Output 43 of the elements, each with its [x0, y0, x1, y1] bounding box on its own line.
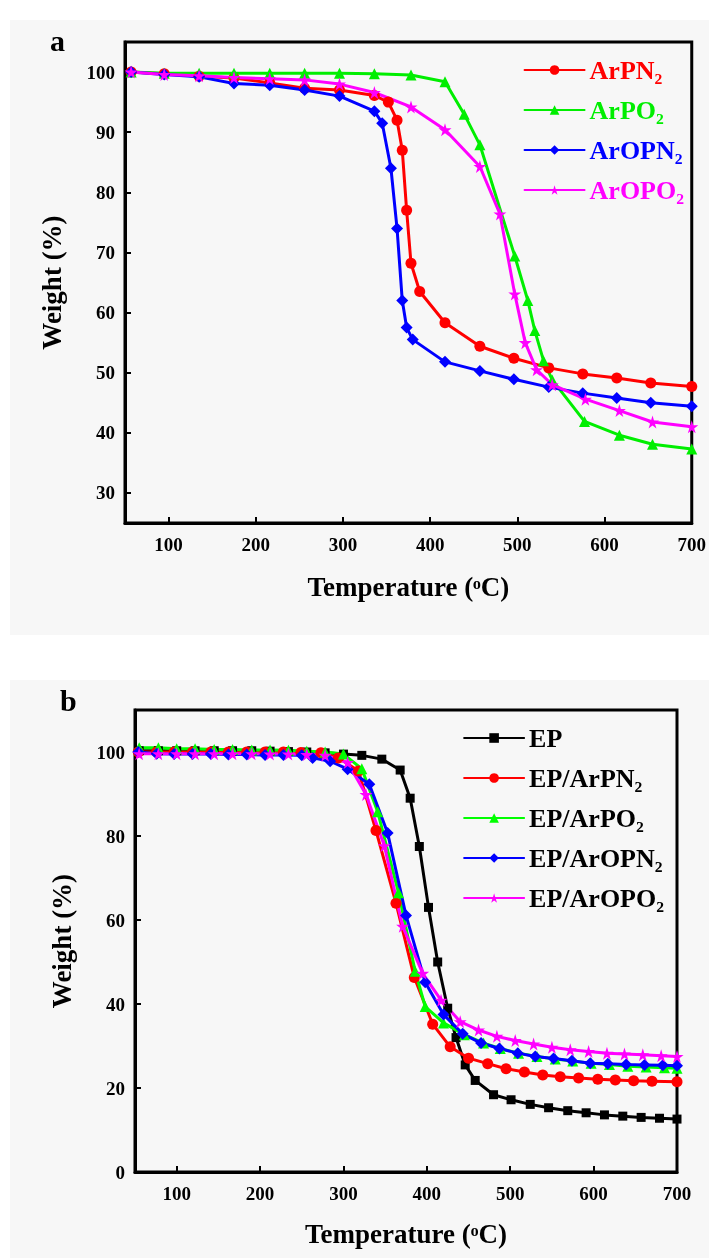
y-axis-title: Weight (%) [46, 873, 77, 1009]
x-tick-label: 700 [662, 1183, 692, 1204]
y-tick-label: 0 [115, 1161, 125, 1183]
x-tick-label: 500 [503, 534, 532, 555]
y-tick-label: 30 [96, 482, 115, 504]
x-tick-label: 400 [415, 534, 445, 555]
chart-title: a [50, 23, 65, 57]
x-tick-label: 200 [241, 534, 271, 555]
x-tick-label: 500 [495, 1183, 525, 1204]
y-tick-label: 40 [106, 993, 125, 1015]
legend-label: ArPO₂ [589, 95, 664, 125]
y-tick-label: 70 [96, 241, 115, 263]
legend-label: EP/ArPN₂ [529, 763, 643, 793]
x-axis-title: Temperature (ᵒC) [307, 571, 510, 602]
x-axis-title: Temperature (ᵒC) [305, 1218, 507, 1249]
chart-title: b [60, 683, 77, 717]
y-tick-label: 80 [96, 181, 115, 203]
y-tick-label: 80 [106, 825, 125, 847]
legend-label: EP [529, 723, 563, 753]
y-tick-label: 90 [96, 121, 115, 143]
y-tick-label: 20 [106, 1077, 125, 1099]
x-tick-label: 300 [329, 1183, 358, 1204]
legend-label: ArPN₂ [589, 55, 663, 85]
y-tick-label: 100 [86, 61, 115, 83]
y-axis-title: Weight (%) [36, 215, 67, 350]
x-tick-label: 100 [154, 534, 183, 555]
x-tick-label: 600 [590, 534, 619, 555]
x-tick-label: 300 [328, 534, 358, 555]
x-tick-label: 100 [162, 1183, 191, 1204]
y-tick-label: 60 [96, 302, 115, 324]
x-tick-label: 600 [579, 1183, 608, 1204]
legend-label: ArOPO₂ [589, 175, 685, 205]
legend-label: EP/ArOPN₂ [529, 843, 663, 873]
legend-label: EP/ArPO₂ [529, 803, 644, 833]
y-tick-label: 40 [96, 422, 115, 444]
y-tick-label: 100 [96, 741, 125, 763]
x-tick-label: 400 [412, 1183, 442, 1204]
x-tick-label: 700 [677, 534, 706, 555]
legend-label: ArOPN₂ [589, 135, 683, 165]
y-tick-label: 60 [106, 909, 125, 931]
x-tick-label: 200 [245, 1183, 275, 1204]
y-tick-label: 50 [96, 362, 115, 384]
legend-label: EP/ArOPO₂ [529, 883, 665, 913]
